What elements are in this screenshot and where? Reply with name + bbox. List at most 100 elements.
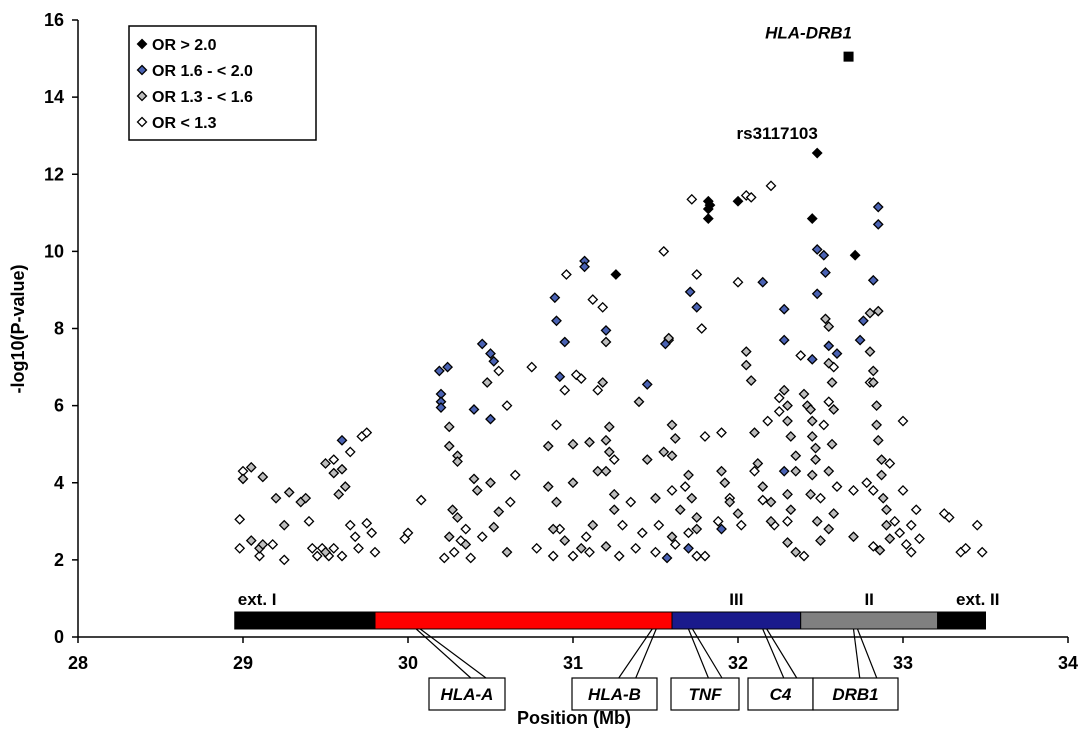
data-point-gt2 [732,195,744,207]
data-point-lt13 [691,269,703,280]
y-tick-label: 2 [54,550,64,570]
data-point-b13 [806,469,818,481]
data-point-lt13 [465,552,477,564]
data-point-b13 [782,400,793,412]
legend: OR > 2.0 OR 1.6 - < 2.0 OR 1.3 - < 1.6 OR <… [128,25,317,141]
data-point-b13 [871,419,883,431]
data-point-b16 [811,288,823,300]
data-point-b13 [600,434,612,446]
data-point-lt13 [344,446,356,458]
data-point-gt2 [849,249,861,261]
y-tick-label: 12 [44,164,64,184]
data-point-b13 [575,542,587,554]
data-point-b13 [867,365,879,377]
data-point-lt13 [587,294,599,305]
legend-marker-b13 [136,90,148,102]
data-point-b13 [666,531,678,543]
gene-label: HLA-B [588,685,641,704]
legend-label: OR < 1.3 [152,115,217,132]
data-point-b13 [320,546,331,558]
data-point-lt13 [361,427,373,439]
data-point-b13 [283,486,295,498]
data-point-b13 [333,488,345,500]
data-point-b13 [823,523,835,535]
data-point-lt13 [658,245,670,257]
gene-box [747,677,814,711]
region-label: ext. II [956,590,999,609]
data-point-b13 [757,481,769,493]
legend-label: OR 1.6 - < 2.0 [152,63,253,80]
x-tick-label: 33 [893,653,913,673]
data-point-lt13 [894,527,906,539]
data-point-b16 [476,338,488,350]
data-point-lt13 [815,492,826,504]
data-point-b13 [823,357,835,369]
data-point-lt13 [831,481,843,493]
scatter-points [234,147,988,566]
data-point-lt13 [735,519,747,531]
y-tick-label: 8 [54,319,64,339]
gene-leader-line [415,628,472,679]
data-point-b13 [278,519,290,531]
data-point-lt13 [848,485,859,496]
data-point-lt13 [636,527,648,539]
data-point-lt13 [559,384,571,396]
data-point-b13 [641,454,653,466]
gene-leader-line [419,628,487,679]
legend-box [128,25,317,141]
data-point-lt13 [608,454,620,466]
data-point-b13 [542,481,554,493]
data-point-b13 [805,404,817,415]
data-point-lt13 [900,539,912,550]
legend-marker-gt2 [136,38,148,50]
gene-box [812,677,899,711]
data-point-b13 [740,359,752,371]
data-point-b13 [872,434,884,446]
data-point-b13 [339,481,351,493]
data-point-b13 [732,508,744,520]
data-point-b13 [828,404,840,415]
data-point-lt13 [897,415,909,427]
gene-leader-line [691,628,723,679]
data-point-lt13 [438,552,450,564]
data-point-b13 [877,492,889,504]
data-point-b16 [435,402,447,413]
data-point-lt13 [584,546,595,558]
data-point-lt13 [773,405,785,417]
data-point-lt13 [526,361,538,373]
data-point-b16 [778,334,790,346]
data-point-b16 [468,404,480,415]
data-point-b16 [683,542,694,554]
data-point-lt13 [653,519,665,531]
data-point-lt13 [686,193,698,205]
data-point-b16 [579,261,590,273]
data-point-lt13 [679,481,691,493]
y-tick-label: 0 [54,627,64,647]
gene-leader-line [766,628,798,679]
data-point-lt13 [349,531,361,543]
data-point-b13 [547,523,559,535]
data-point-lt13 [278,554,290,566]
data-point-b16 [811,244,823,255]
data-point-b16 [778,465,790,477]
data-point-lt13 [861,477,873,489]
data-point-b13 [740,346,752,358]
data-point-b13 [785,504,797,516]
data-point-b13 [790,465,802,477]
data-point-b13 [815,535,826,547]
data-point-b13 [806,431,818,442]
data-point-lt13 [254,550,265,562]
data-point-lt13 [897,485,909,496]
data-point-b13 [447,504,458,516]
data-point-b16 [854,334,866,346]
data-point-b13 [752,458,764,469]
data-point-lt13 [666,485,678,496]
data-point-b13 [452,512,463,523]
data-point-gt2 [610,269,622,280]
data-point-lt13 [328,542,340,554]
data-point-b13 [823,321,835,332]
data-point-lt13 [402,527,414,539]
data-point-lt13 [867,485,879,496]
data-point-b13 [488,521,500,533]
data-point-b16 [600,325,612,336]
